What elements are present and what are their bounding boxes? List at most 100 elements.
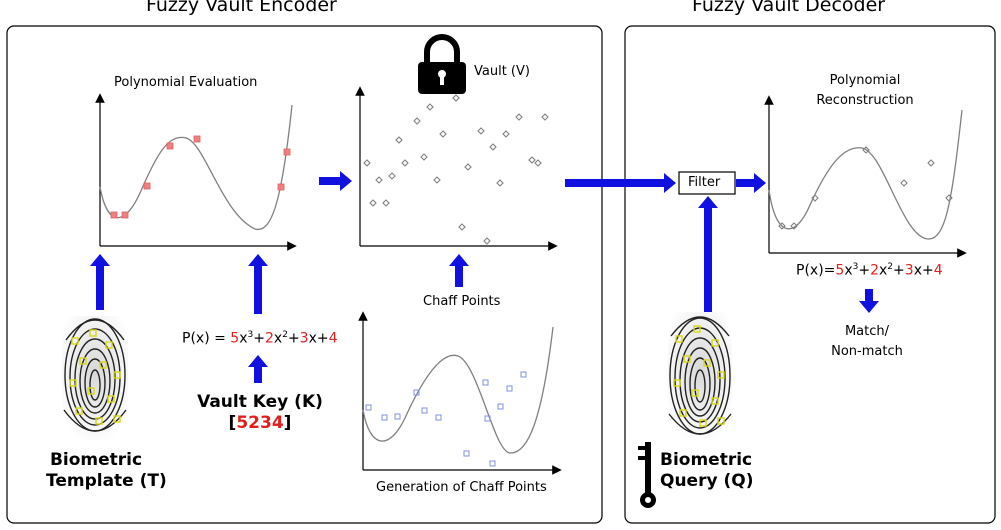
decoder-polynomial-equation: P(x)=5x3+2x2+3x+4 — [796, 262, 943, 279]
equation-part: + — [253, 330, 265, 347]
equation-part: 4 — [933, 262, 943, 279]
vault-point — [496, 179, 504, 187]
vault-label: Vault (V) — [474, 64, 530, 79]
vault-point — [420, 153, 428, 161]
vault-key-value-row: [5234] — [180, 413, 340, 434]
vault-point — [502, 130, 510, 138]
equation-part: 2 — [887, 262, 894, 272]
candidate-point — [811, 194, 819, 202]
chaff-point — [413, 389, 420, 396]
arrow-eval-to-vault — [319, 171, 352, 191]
vault-point — [528, 156, 536, 164]
vault-key-title: Vault Key (K) — [197, 392, 323, 412]
vault-point — [413, 117, 421, 125]
polynomial-reconstruction-label: Polynomial Reconstruction — [800, 71, 930, 111]
encoder-polynomial-equation: P(x) = 5x3+2x2+3x+4 — [182, 330, 338, 347]
equation-part: ] — [283, 413, 292, 433]
vault-point — [534, 159, 542, 167]
equation-part: 3 — [904, 262, 914, 279]
reconstructed-curve — [768, 109, 963, 240]
vault-point — [426, 103, 434, 111]
genuine-point — [283, 148, 291, 156]
chaff-point — [394, 413, 401, 420]
candidate-point — [900, 179, 908, 187]
chaff-point — [497, 403, 504, 410]
equation-part: [ — [228, 413, 237, 433]
equation-part: 2 — [282, 330, 288, 340]
vault-point — [541, 113, 549, 121]
decoder-title: Fuzzy Vault Decoder — [692, 0, 886, 16]
arrow-vault-to-filter — [565, 173, 676, 193]
equation-part: 3 — [247, 330, 254, 340]
chaff-curve — [362, 326, 554, 454]
key-icon — [638, 442, 656, 508]
genuine-point — [143, 182, 151, 190]
vault-point — [452, 94, 460, 102]
candidate-point — [778, 222, 786, 230]
vault-point — [433, 176, 441, 184]
vault-plot — [355, 86, 558, 251]
arrow-query-up — [698, 196, 718, 312]
template-label-line1: Biometric — [49, 450, 143, 470]
chaff-point — [482, 379, 489, 386]
genuine-point — [166, 142, 174, 150]
vault-point — [375, 176, 383, 184]
chaff-point — [489, 460, 496, 467]
chaff-point — [381, 414, 388, 421]
chaff-generation-label: Generation of Chaff Points — [376, 480, 547, 495]
polynomial-evaluation-plot — [95, 93, 297, 251]
polynomial-evaluation-label: Polynomial Evaluation — [114, 75, 258, 90]
equation-part: x — [844, 262, 853, 279]
candidate-point — [862, 146, 870, 154]
equation-part: + — [893, 262, 905, 279]
query-label-line1: Biometric — [660, 450, 753, 470]
vault-point — [477, 127, 485, 135]
equation-part: + — [287, 330, 300, 347]
chaff-point — [520, 371, 527, 378]
arrow-vaultkey-up — [248, 355, 268, 383]
equation-part: + — [921, 262, 934, 279]
chaff-point — [435, 414, 442, 421]
polynomial-reconstruction-plot — [764, 95, 967, 258]
vault-point — [515, 113, 523, 121]
flow-arrows — [90, 171, 879, 383]
equation-part: 5 — [230, 330, 240, 347]
equation-part: x — [308, 330, 317, 347]
polynomial-curve — [99, 104, 293, 231]
decoder-panel — [624, 25, 996, 524]
genuine-point — [277, 183, 285, 191]
vault-point — [489, 143, 497, 151]
arrow-chaff-up — [449, 254, 469, 287]
reconstruction-line2: Reconstruction — [816, 93, 914, 108]
chaff-point — [421, 407, 428, 414]
template-label-line2: Template (T) — [46, 471, 167, 491]
chaff-point — [506, 385, 513, 392]
filter-label: Filter — [688, 175, 721, 190]
vault-point — [401, 159, 409, 167]
vault-point — [464, 163, 472, 171]
filter-box — [678, 171, 736, 195]
chaff-point — [463, 450, 470, 457]
equation-part: + — [316, 330, 329, 347]
match-result-label: Match/ Non-match — [812, 322, 922, 362]
result-line1: Match/ — [844, 324, 890, 339]
vault-point — [439, 130, 447, 138]
vault-key-value: 5234 — [236, 413, 284, 433]
chaff-generation-plot — [358, 311, 562, 475]
arrow-template-up — [90, 254, 110, 310]
result-line2: Non-match — [831, 344, 903, 359]
encoder-panel — [6, 25, 603, 524]
equation-part: x — [913, 262, 922, 279]
fingerprint-icon — [62, 316, 128, 440]
equation-part: 3 — [299, 330, 309, 347]
equation-part: 5 — [835, 262, 845, 279]
vault-point — [363, 159, 371, 167]
vault-point — [458, 223, 466, 231]
candidate-point — [790, 222, 798, 230]
chaff-point — [484, 415, 491, 422]
vault-point — [388, 172, 396, 180]
chaff-point — [365, 404, 372, 411]
equation-part: 4 — [328, 330, 338, 347]
